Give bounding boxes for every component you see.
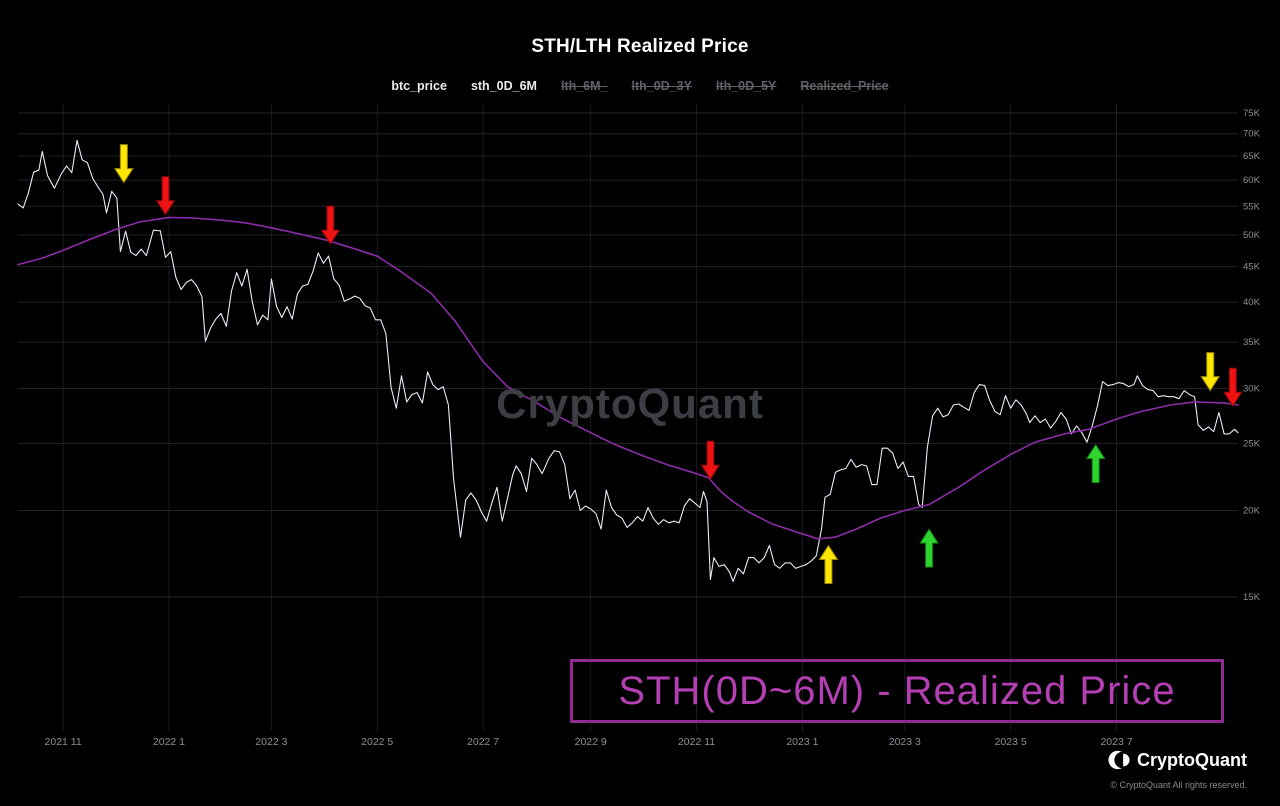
- legend-item-btc_price[interactable]: btc_price: [391, 79, 447, 93]
- annotation-box: STH(0D~6M) - Realized Price: [570, 659, 1224, 723]
- brand-name: CryptoQuant: [1137, 749, 1247, 770]
- y-axis-label: 55K: [1243, 201, 1261, 212]
- down-arrow-annotation: [1200, 352, 1221, 392]
- y-axis-label: 20K: [1243, 505, 1261, 516]
- x-axis-label: 2022 3: [255, 736, 287, 748]
- sth_0D_6M-line: [17, 216, 1239, 540]
- x-axis-label: 2023 3: [889, 736, 921, 748]
- y-axis-label: 50K: [1243, 230, 1261, 241]
- copyright-text: © CryptoQuant All rights reserved.: [1110, 780, 1247, 790]
- y-axis-label: 45K: [1243, 262, 1261, 273]
- x-axis-label: 2022 11: [678, 736, 715, 748]
- legend-item-Realized_Price[interactable]: Realized_Price: [800, 79, 889, 93]
- y-axis-label: 70K: [1243, 129, 1261, 140]
- legend: btc_price sth_0D_6M lth_6M_ lth_0D_3Y lth_0D…: [0, 79, 1280, 93]
- page-title: STH/LTH Realized Price: [531, 36, 749, 57]
- x-axis-label: 2023 5: [995, 736, 1027, 748]
- down-arrow-annotation: [1222, 367, 1243, 408]
- y-axis-label: 60K: [1243, 175, 1261, 186]
- y-axis-label: 15K: [1243, 592, 1261, 603]
- y-axis-label: 35K: [1243, 337, 1261, 348]
- btc_price-line: [17, 139, 1239, 582]
- y-axis-label: 65K: [1243, 151, 1261, 162]
- up-arrow-annotation: [818, 544, 839, 585]
- legend-item-sth_0D_6M[interactable]: sth_0D_6M: [470, 79, 537, 93]
- legend-item-lth_0D_5Y[interactable]: lth_0D_5Y: [715, 79, 777, 93]
- x-axis-label: 2021 11: [45, 736, 82, 748]
- x-axis-label: 2022 7: [467, 736, 499, 748]
- cryptoquant-logo-icon: [1108, 749, 1130, 771]
- x-axis-label: 2022 5: [361, 736, 393, 748]
- x-axis-label: 2022 1: [153, 736, 185, 748]
- brand-footer: CryptoQuant: [1108, 749, 1247, 771]
- up-arrow-annotation: [919, 528, 940, 568]
- down-arrow-annotation: [320, 205, 341, 246]
- y-axis-label: 75K: [1243, 108, 1261, 119]
- annotation-box-text: STH(0D~6M) - Realized Price: [618, 668, 1176, 713]
- y-axis-label: 40K: [1243, 297, 1261, 308]
- legend-item-lth_0D_3Y[interactable]: lth_0D_3Y: [631, 79, 692, 93]
- down-arrow-annotation: [113, 144, 134, 184]
- x-axis-label: 2023 1: [786, 736, 818, 748]
- down-arrow-annotation: [700, 440, 721, 481]
- y-axis-label: 25K: [1243, 438, 1261, 449]
- x-axis-label: 2022 9: [575, 736, 607, 748]
- x-axis-label: 2023 7: [1100, 736, 1132, 748]
- down-arrow-annotation: [155, 176, 176, 216]
- legend-item-lth_6M_[interactable]: lth_6M_: [560, 79, 608, 93]
- y-axis-label: 30K: [1243, 384, 1261, 395]
- up-arrow-annotation: [1085, 443, 1106, 484]
